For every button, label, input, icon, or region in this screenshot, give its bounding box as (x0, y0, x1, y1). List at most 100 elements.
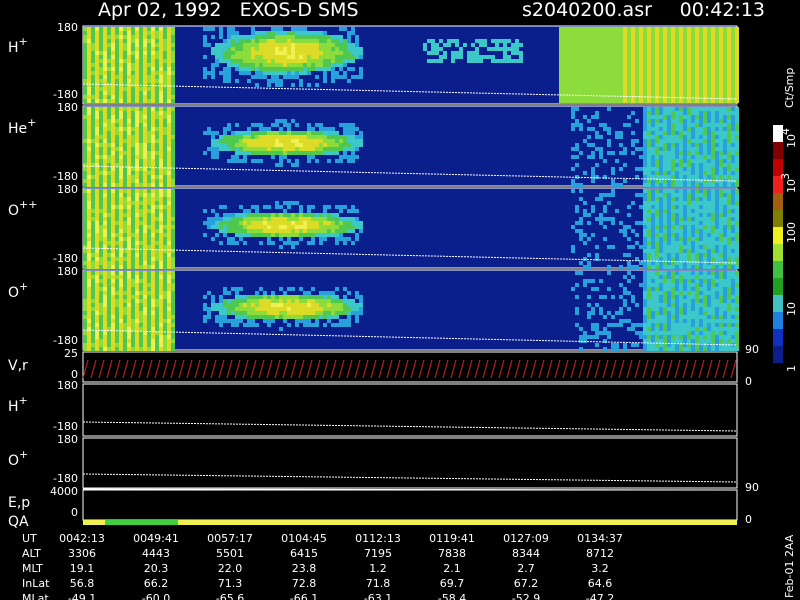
spectrogram-cell (715, 111, 719, 115)
spectrogram-cell (227, 71, 231, 75)
spectrogram-cell (115, 343, 119, 347)
spectrogram-cell (119, 91, 123, 95)
spectrogram-cell (227, 51, 231, 55)
spectrogram-cell (639, 27, 643, 31)
spectrogram-cell (271, 71, 275, 75)
spectrogram-cell (659, 71, 663, 75)
spectrogram-cell (615, 43, 619, 47)
spectrogram-cell (607, 39, 611, 43)
spectrogram-cell (271, 217, 275, 221)
spectrogram-cell (139, 183, 143, 187)
spectrogram-cell (623, 35, 627, 39)
spectrogram-cell (151, 225, 155, 229)
spectrogram-cell (699, 163, 703, 167)
spectrogram-cell (119, 135, 123, 139)
spectrogram-cell (159, 75, 163, 79)
spectrogram-cell (675, 189, 679, 193)
spectrogram-cell (271, 139, 275, 143)
spectrogram-cell (223, 59, 227, 63)
spectrogram-cell (143, 175, 147, 179)
spectrogram-cell (683, 135, 687, 139)
spectrogram-cell (587, 75, 591, 79)
spectrogram-cell (131, 127, 135, 131)
spectrogram-cell (111, 237, 115, 241)
spectrogram-cell (115, 67, 119, 71)
spectrogram-cell (347, 221, 351, 225)
spectrogram-cell (347, 59, 351, 63)
spectrogram-cell (631, 63, 635, 67)
spectrogram-cell (239, 59, 243, 63)
spectrogram-cell (651, 237, 655, 241)
spectrogram-cell (143, 31, 147, 35)
spectrogram-cell (111, 171, 115, 175)
spectrogram-cell (87, 327, 91, 331)
spectrogram-cell (659, 193, 663, 197)
spectrogram-cell (663, 87, 667, 91)
spectrogram-cell (619, 87, 623, 91)
spectrogram-cell (95, 249, 99, 253)
spectrogram-cell (123, 331, 127, 335)
spectrogram-cell (679, 43, 683, 47)
spectrogram-cell (675, 143, 679, 147)
spectrogram-cell (691, 91, 695, 95)
spectrogram-cell (595, 111, 599, 115)
spectrogram-cell (659, 127, 663, 131)
spectrogram-cell (127, 319, 131, 323)
spectrogram-cell (691, 197, 695, 201)
spectrogram-cell (255, 205, 259, 209)
spectrogram-cell (231, 307, 235, 311)
spectrogram-cell (127, 307, 131, 311)
spectrogram-cell (651, 221, 655, 225)
spectrogram-cell (171, 75, 175, 79)
spectrogram-cell (703, 143, 707, 147)
spectrogram-cell (723, 171, 727, 175)
spectrogram-cell (331, 217, 335, 221)
spectrogram-cell (271, 135, 275, 139)
spectrogram-cell (119, 307, 123, 311)
spectrogram-cell (167, 79, 171, 83)
spectrogram-cell (611, 87, 615, 91)
spectrogram-cell (643, 127, 647, 131)
spectrogram-cell (151, 221, 155, 225)
spectrogram-cell (683, 123, 687, 127)
spectrogram-cell (687, 139, 691, 143)
spectrogram-cell (591, 171, 595, 175)
spectrogram-cell (111, 209, 115, 213)
spectrogram-cell (715, 135, 719, 139)
spectrogram-cell (123, 307, 127, 311)
spectrogram-cell (699, 59, 703, 63)
spectrogram-cell (667, 213, 671, 217)
trace (82, 165, 738, 182)
spectrogram-cell (671, 43, 675, 47)
spectrogram-cell (659, 115, 663, 119)
spectrogram-cell (679, 241, 683, 245)
spectrogram-cell (135, 279, 139, 283)
spectrogram-cell (223, 311, 227, 315)
spectrogram-cell (563, 55, 567, 59)
spectrogram-cell (239, 35, 243, 39)
spectrogram-cell (123, 233, 127, 237)
spectrogram-cell (263, 43, 267, 47)
spectrogram-cell (143, 201, 147, 205)
spectrogram-cell (679, 261, 683, 265)
spectrogram-cell (603, 83, 607, 87)
spectrogram-cell (167, 237, 171, 241)
spectrogram-cell (203, 151, 207, 155)
spectrogram-cell (159, 335, 163, 339)
spectrogram-cell (271, 27, 275, 31)
spectrogram-cell (135, 183, 139, 187)
spectrogram-cell (139, 217, 143, 221)
spectrogram-cell (351, 47, 355, 51)
spectrogram-cell (587, 127, 591, 131)
spectrogram-cell (299, 205, 303, 209)
spectrogram-cell (339, 51, 343, 55)
spectrogram-cell (91, 111, 95, 115)
spectrogram-cell (259, 217, 263, 221)
spectrogram-cell (99, 55, 103, 59)
spectrogram-cell (711, 175, 715, 179)
spectrogram-cell (719, 205, 723, 209)
spectrogram-cell (111, 55, 115, 59)
spectrogram-cell (315, 233, 319, 237)
spectrogram-cell (95, 319, 99, 323)
spectrogram-cell (595, 51, 599, 55)
